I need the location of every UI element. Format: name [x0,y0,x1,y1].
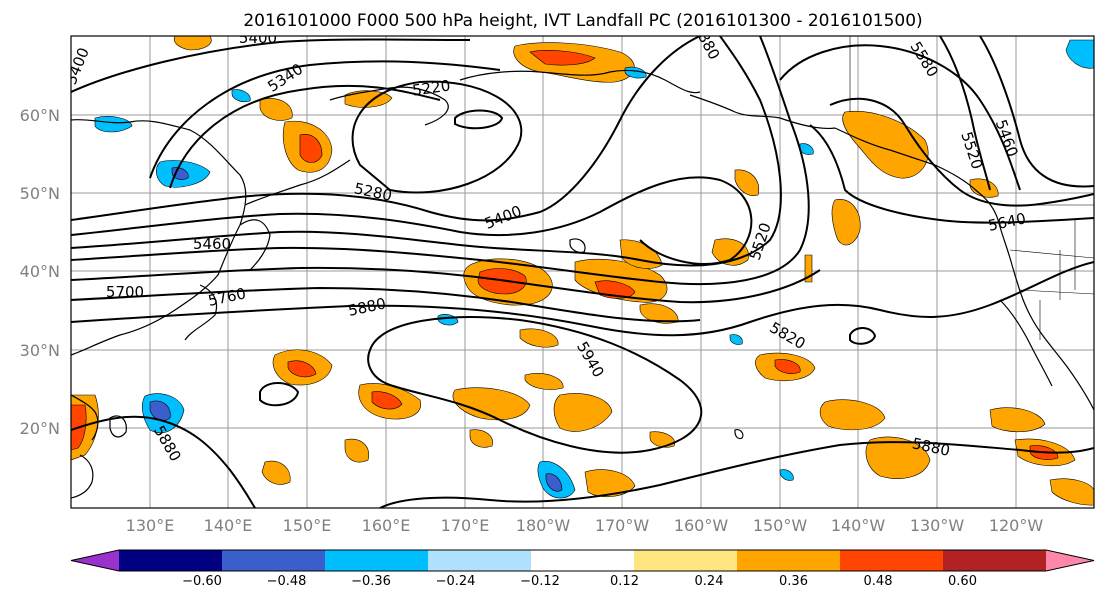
colorbar-segment [840,550,944,571]
ivt-patch [774,359,801,374]
ivt-patch [299,134,323,163]
lat-label: 30°N [20,341,60,360]
lon-label: 150°W [753,516,808,535]
ivt-patch [287,360,317,378]
colorbar-extension-min [71,550,119,571]
colorbar: −0.60 −0.48 −0.36 −0.24 −0.12 0.12 0.24 … [70,549,1095,589]
ivt-patch [649,431,676,448]
ivt-patch [819,399,886,431]
lon-label: 170°E [441,516,490,535]
ivt-patch [831,199,861,246]
ivt-patch [261,460,291,485]
colorbar-segment [943,550,1047,571]
colorbar-tick-label: −0.48 [267,574,307,589]
lon-label: 170°W [595,516,650,535]
longitude-labels: 130°E 140°E 150°E 160°E 170°E 180°W 170°… [126,516,1044,535]
lon-label: 140°W [831,516,886,535]
ivt-patch [452,387,531,421]
ivt-patch [469,429,493,448]
colorbar-tick-label: −0.36 [351,574,391,589]
lon-label: 130°E [126,516,175,535]
ivt-patch [524,373,564,390]
colorbar-segment [222,550,326,571]
contour-label: 5460 [193,235,231,253]
ivt-patch [734,169,760,196]
colorbar-outline [70,549,1095,572]
colorbar-segment [634,550,738,571]
lat-label: 60°N [20,106,60,125]
ivt-patch [1049,478,1094,506]
lon-label: 160°W [674,516,729,535]
map-frame [70,35,1095,509]
lon-label: 120°W [989,516,1044,535]
contour-label: 5400 [239,29,277,47]
figure-title: 2016101000 F000 500 hPa height, IVT Land… [243,11,922,31]
ivt-negative-patch [94,116,133,133]
ivt-patch [969,178,999,198]
colorbar-tick-label: −0.60 [182,574,222,589]
coastlines [71,69,1094,499]
colorbar-tick-label: −0.24 [436,574,476,589]
ivt-patch [989,407,1046,433]
colorbar-segment [119,550,223,571]
map-panel: 5400 5340 5220 5280 5400 5460 5700 5760 … [70,29,1095,509]
ivt-negative-patch [779,469,794,481]
ivt-patch [865,436,931,479]
lat-label: 50°N [20,184,60,203]
lon-label: 180°W [516,516,571,535]
latitude-labels: 60°N 50°N 40°N 30°N 20°N [20,106,60,438]
colorbar-tick-label: 0.36 [779,574,808,589]
ivt-patch [553,393,613,432]
ivt-negative-patch [624,66,647,79]
colorbar-tick-label: 0.48 [864,574,893,589]
height-contours [71,36,1094,508]
colorbar-tick-label: 0.24 [695,574,724,589]
ivt-negative-patch [231,89,251,103]
colorbar-tick-label: 0.12 [610,574,639,589]
ivt-patch [519,328,559,348]
ivt-patch [371,391,403,410]
ivt-patch [259,98,293,121]
lat-label: 20°N [20,419,60,438]
colorbar-segment [428,550,532,571]
ivt-patch [529,50,596,66]
lat-label: 40°N [20,262,60,281]
lon-label: 130°W [910,516,965,535]
ivt-negative-shading [94,39,1094,499]
ivt-patch [344,438,370,463]
lon-label: 160°E [362,516,411,535]
ivt-negative-patch [545,473,563,492]
contour-label: 5220 [411,76,451,99]
colorbar-tick-labels: −0.60 −0.48 −0.36 −0.24 −0.12 0.12 0.24 … [182,574,977,589]
colorbar-tick-label: 0.60 [948,574,977,589]
lon-label: 140°E [204,516,253,535]
ivt-negative-patch [149,400,171,421]
colorbar-segment [325,550,429,571]
lon-label: 150°E [283,516,332,535]
colorbar-segment [737,550,841,571]
contour-label: 5700 [106,283,144,301]
ivt-patch [173,36,212,51]
colorbar-segments [70,549,1095,572]
ivt-negative-patch [729,334,743,345]
colorbar-extension-max [1046,550,1094,571]
colorbar-segment [531,550,635,571]
colorbar-tick-label: −0.12 [520,574,560,589]
ivt-patch [584,469,636,498]
